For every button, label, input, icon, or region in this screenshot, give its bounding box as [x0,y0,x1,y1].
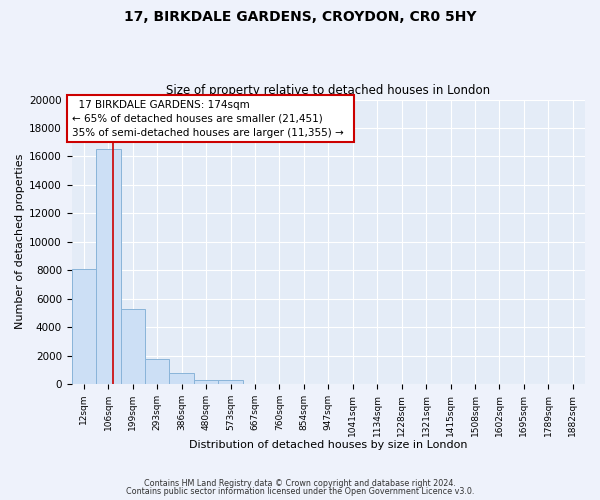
Bar [218,380,243,384]
Title: Size of property relative to detached houses in London: Size of property relative to detached ho… [166,84,490,97]
Bar [121,308,145,384]
Text: 17 BIRKDALE GARDENS: 174sqm
← 65% of detached houses are smaller (21,451)
35% of: 17 BIRKDALE GARDENS: 174sqm ← 65% of det… [71,100,350,138]
Y-axis label: Number of detached properties: Number of detached properties [15,154,25,330]
Bar [145,359,169,384]
Text: Contains public sector information licensed under the Open Government Licence v3: Contains public sector information licen… [126,487,474,496]
Bar [71,269,96,384]
Text: 17, BIRKDALE GARDENS, CROYDON, CR0 5HY: 17, BIRKDALE GARDENS, CROYDON, CR0 5HY [124,10,476,24]
Bar [96,150,121,384]
X-axis label: Distribution of detached houses by size in London: Distribution of detached houses by size … [189,440,467,450]
Bar [194,380,218,384]
Bar [169,372,194,384]
Text: Contains HM Land Registry data © Crown copyright and database right 2024.: Contains HM Land Registry data © Crown c… [144,478,456,488]
